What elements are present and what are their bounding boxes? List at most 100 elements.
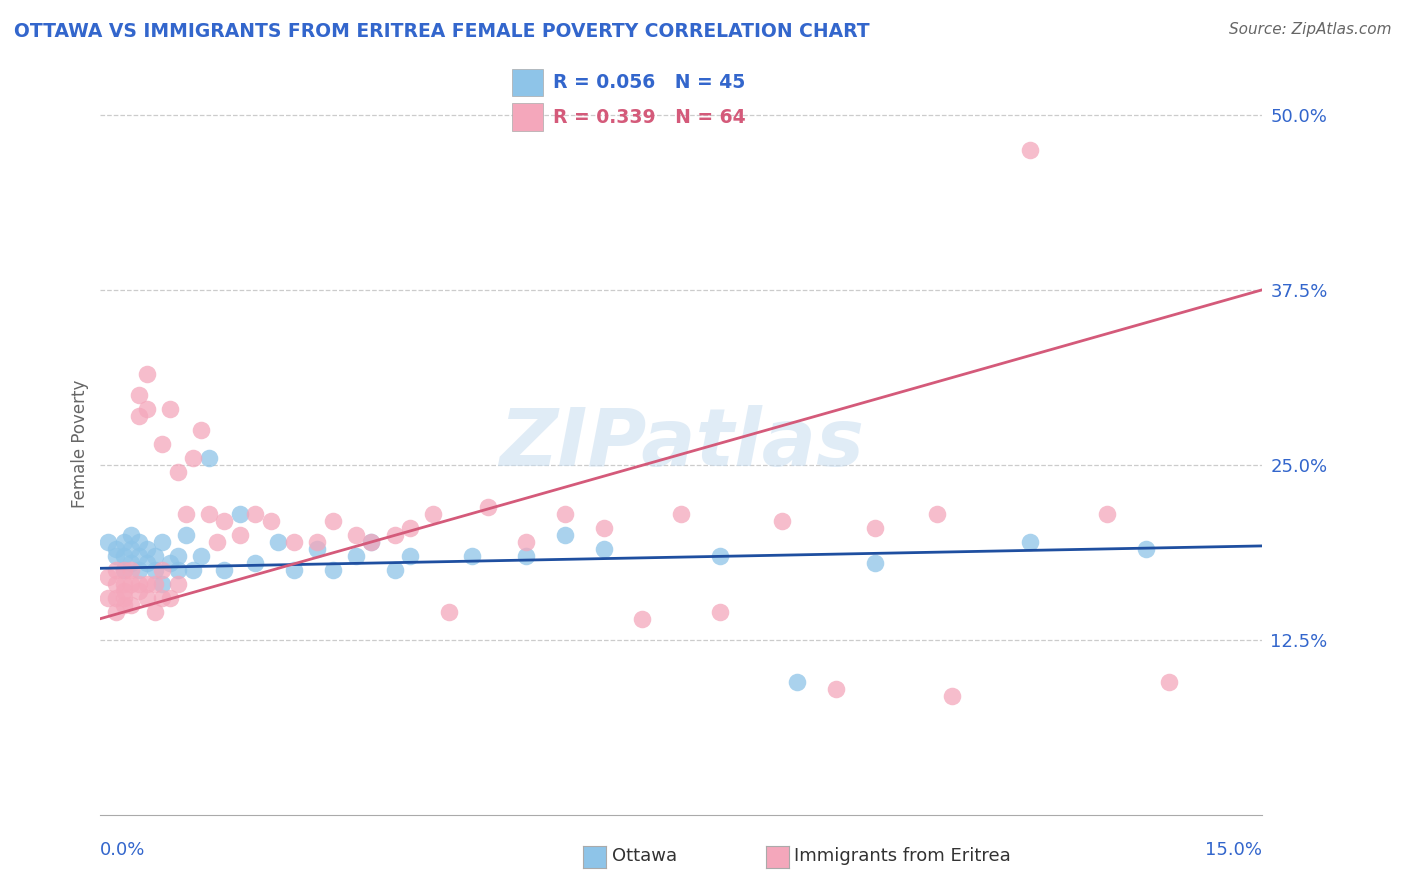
Text: R = 0.339   N = 64: R = 0.339 N = 64 (553, 108, 745, 127)
Point (166, 549, 188, 563)
Point (214, 514, 236, 528)
Point (112, 563, 135, 577)
Point (97, 591, 120, 605)
Text: Ottawa: Ottawa (612, 847, 676, 865)
Point (197, 450, 219, 465)
Point (786, 674, 808, 689)
Point (104, 591, 127, 605)
Point (283, 563, 305, 577)
Point (150, 576, 173, 591)
Point (422, 507, 444, 521)
Point (554, 527, 576, 541)
Point (863, 556, 886, 570)
Point (863, 521, 886, 535)
Point (150, 534, 173, 549)
Point (128, 563, 150, 577)
Point (267, 534, 290, 549)
Point (128, 583, 150, 598)
Text: ZIPatlas: ZIPatlas (499, 405, 863, 483)
Point (344, 527, 367, 541)
Point (166, 576, 188, 591)
Point (1157, 674, 1180, 689)
Point (197, 507, 219, 521)
Point (631, 612, 654, 626)
Point (229, 507, 252, 521)
Text: 15.0%: 15.0% (1205, 841, 1263, 859)
Point (360, 534, 382, 549)
Point (135, 367, 157, 381)
Point (344, 549, 367, 563)
Point (159, 591, 181, 605)
Point (112, 563, 135, 577)
Point (120, 527, 142, 541)
Point (592, 521, 614, 535)
Point (181, 450, 204, 465)
Point (360, 534, 382, 549)
Point (461, 549, 484, 563)
Point (104, 576, 127, 591)
Point (97, 534, 120, 549)
Point (104, 605, 127, 619)
Point (515, 549, 537, 563)
Point (143, 605, 166, 619)
Point (190, 423, 212, 437)
Point (477, 500, 499, 514)
Point (515, 534, 537, 549)
Point (143, 563, 166, 577)
Bar (512, 103, 543, 130)
Point (190, 549, 212, 563)
Point (120, 576, 142, 591)
Point (399, 521, 422, 535)
Point (150, 563, 173, 577)
Point (214, 563, 236, 577)
Point (709, 605, 731, 619)
Point (669, 507, 692, 521)
Point (112, 576, 135, 591)
Point (135, 591, 157, 605)
Point (166, 465, 188, 479)
Point (166, 563, 188, 577)
Point (181, 563, 204, 577)
Point (1018, 534, 1040, 549)
Point (120, 556, 142, 570)
Point (384, 527, 406, 541)
Point (770, 514, 793, 528)
Point (104, 563, 127, 577)
Point (135, 541, 157, 556)
Bar (512, 69, 543, 95)
Text: R = 0.056   N = 45: R = 0.056 N = 45 (553, 72, 745, 92)
Text: Source: ZipAtlas.com: Source: ZipAtlas.com (1229, 22, 1392, 37)
Point (135, 576, 157, 591)
Point (554, 507, 576, 521)
Point (1018, 143, 1040, 157)
Text: Immigrants from Eritrea: Immigrants from Eritrea (794, 847, 1011, 865)
Point (135, 401, 157, 416)
Point (128, 388, 150, 402)
Point (709, 549, 731, 563)
Point (941, 689, 963, 703)
Point (150, 436, 173, 450)
Point (143, 549, 166, 563)
Point (159, 556, 181, 570)
Point (112, 583, 135, 598)
Point (120, 598, 142, 612)
Point (128, 549, 150, 563)
Point (592, 541, 614, 556)
Point (120, 541, 142, 556)
Point (135, 556, 157, 570)
Point (1135, 541, 1157, 556)
Point (229, 527, 252, 541)
Point (143, 576, 166, 591)
Text: OTTAWA VS IMMIGRANTS FROM ERITREA FEMALE POVERTY CORRELATION CHART: OTTAWA VS IMMIGRANTS FROM ERITREA FEMALE… (14, 22, 870, 41)
Point (205, 534, 228, 549)
Point (174, 507, 197, 521)
Point (437, 605, 460, 619)
Point (307, 534, 329, 549)
Point (384, 563, 406, 577)
Point (112, 534, 135, 549)
Point (307, 541, 329, 556)
Point (322, 514, 344, 528)
Point (245, 507, 267, 521)
Point (283, 534, 305, 549)
Point (128, 576, 150, 591)
